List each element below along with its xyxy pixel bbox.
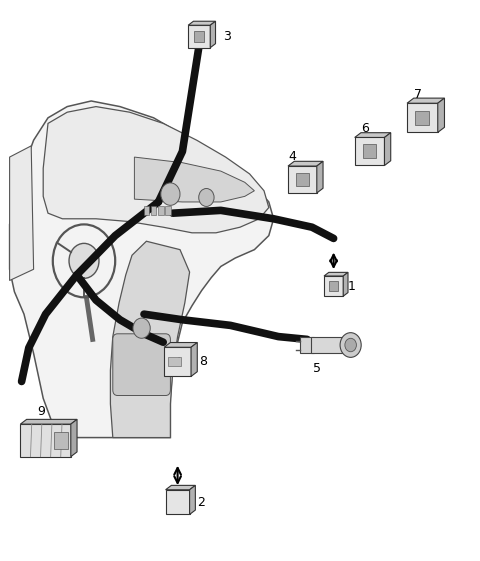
FancyBboxPatch shape [165,206,171,215]
Circle shape [345,338,356,352]
Polygon shape [20,420,77,424]
Polygon shape [355,133,391,137]
Polygon shape [407,103,438,132]
Text: -o|: -o| [172,357,181,364]
Polygon shape [311,337,342,353]
Polygon shape [10,101,274,438]
Polygon shape [317,162,323,193]
Polygon shape [166,485,195,490]
Polygon shape [188,21,216,25]
Polygon shape [288,166,317,193]
FancyBboxPatch shape [113,334,170,396]
Polygon shape [164,343,197,347]
Polygon shape [10,146,34,280]
Polygon shape [20,424,71,457]
Text: 1: 1 [348,279,356,293]
Polygon shape [71,420,77,457]
Polygon shape [296,173,309,186]
Polygon shape [164,347,191,376]
Text: 4: 4 [289,150,297,163]
Polygon shape [363,145,376,158]
Polygon shape [188,25,210,48]
Polygon shape [194,31,204,42]
Polygon shape [324,276,343,296]
Polygon shape [168,357,181,366]
Polygon shape [343,273,348,296]
Polygon shape [355,137,384,165]
Circle shape [69,243,99,278]
Polygon shape [134,157,254,202]
FancyBboxPatch shape [144,206,149,215]
Circle shape [133,318,150,338]
Text: 5: 5 [313,362,321,375]
Circle shape [161,183,180,205]
Polygon shape [407,98,444,103]
Polygon shape [210,21,216,48]
FancyBboxPatch shape [151,206,156,215]
Polygon shape [110,241,190,438]
Polygon shape [329,281,338,291]
Polygon shape [190,485,195,514]
FancyBboxPatch shape [158,206,164,215]
Polygon shape [191,343,197,376]
Polygon shape [54,432,68,449]
Text: 7: 7 [414,88,421,101]
Polygon shape [166,490,190,514]
Text: 9: 9 [37,405,45,418]
Text: 3: 3 [223,30,231,43]
Circle shape [199,188,214,206]
Polygon shape [288,162,323,166]
Polygon shape [300,337,314,353]
Polygon shape [43,107,269,233]
Polygon shape [438,98,444,132]
Circle shape [340,333,361,357]
Polygon shape [416,111,429,125]
Polygon shape [324,273,348,276]
Polygon shape [384,133,391,165]
Text: 2: 2 [197,495,204,509]
Text: 6: 6 [361,122,369,135]
Text: 8: 8 [199,355,207,369]
